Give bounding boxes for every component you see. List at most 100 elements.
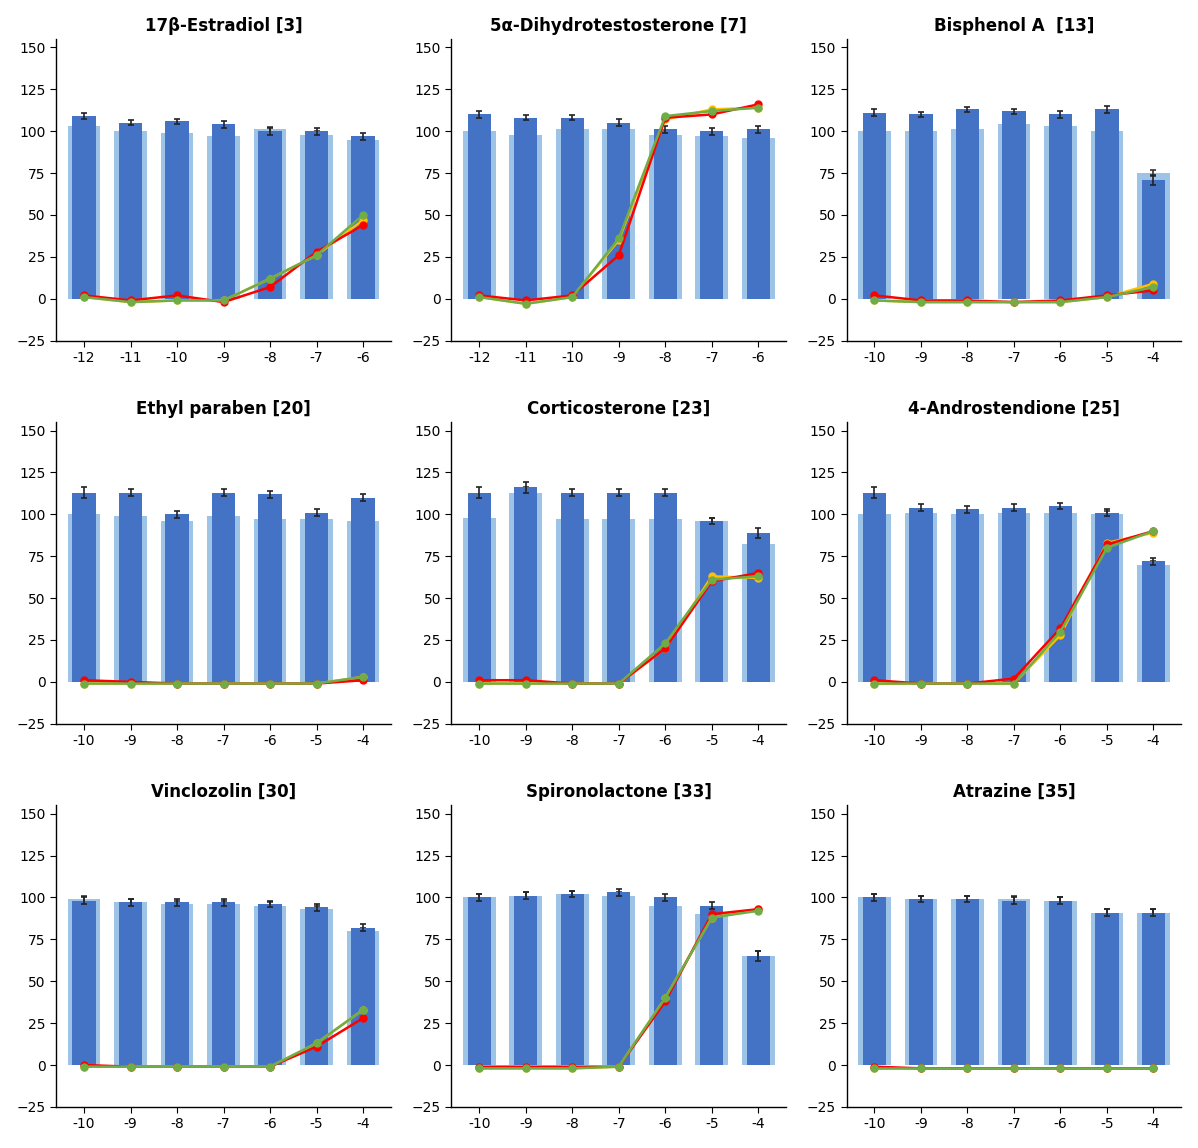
Bar xyxy=(700,521,724,682)
Bar xyxy=(863,898,887,1065)
Bar xyxy=(165,122,189,298)
Bar xyxy=(1048,901,1072,1065)
Bar xyxy=(509,134,541,298)
Bar xyxy=(73,116,96,298)
Bar xyxy=(347,931,380,1065)
Bar xyxy=(603,519,635,682)
Bar xyxy=(1045,126,1077,298)
Bar xyxy=(1090,131,1124,298)
Bar xyxy=(904,899,937,1065)
Title: 5α-Dihydrotestosterone [7]: 5α-Dihydrotestosterone [7] xyxy=(490,17,748,34)
Bar xyxy=(259,131,282,298)
Title: Bisphenol A  [13]: Bisphenol A [13] xyxy=(933,17,1094,34)
Bar xyxy=(68,899,101,1065)
Bar xyxy=(561,118,583,298)
Bar xyxy=(956,109,979,298)
Bar xyxy=(467,898,491,1065)
Bar xyxy=(998,899,1030,1065)
Bar xyxy=(114,131,147,298)
Bar xyxy=(1095,109,1119,298)
Bar xyxy=(259,494,282,682)
Bar xyxy=(858,514,891,682)
Bar xyxy=(746,533,770,682)
Bar xyxy=(73,492,96,682)
Bar xyxy=(347,521,380,682)
Bar xyxy=(561,894,583,1065)
Bar xyxy=(909,507,932,682)
Bar xyxy=(746,130,770,298)
Bar xyxy=(254,906,286,1065)
Bar xyxy=(514,488,538,682)
Bar xyxy=(561,492,583,682)
Bar xyxy=(649,519,682,682)
Bar xyxy=(68,514,101,682)
Bar xyxy=(649,906,682,1065)
Bar xyxy=(305,907,328,1065)
Bar xyxy=(509,895,541,1065)
Bar xyxy=(212,902,235,1065)
Bar xyxy=(603,895,635,1065)
Bar xyxy=(1003,507,1025,682)
Bar xyxy=(904,513,937,682)
Bar xyxy=(858,131,891,298)
Bar xyxy=(1142,561,1166,682)
Bar xyxy=(607,123,630,298)
Bar xyxy=(301,134,333,298)
Bar xyxy=(207,905,240,1065)
Bar xyxy=(1090,913,1124,1065)
Bar xyxy=(746,956,770,1065)
Bar xyxy=(165,514,189,682)
Title: 17β-Estradiol [3]: 17β-Estradiol [3] xyxy=(145,17,302,34)
Bar xyxy=(696,137,728,298)
Bar xyxy=(998,124,1030,298)
Bar xyxy=(1045,901,1077,1065)
Bar xyxy=(467,492,491,682)
Bar xyxy=(509,492,541,682)
Bar xyxy=(951,130,984,298)
Bar xyxy=(654,898,677,1065)
Title: Atrazine [35]: Atrazine [35] xyxy=(952,783,1076,801)
Bar xyxy=(301,909,333,1065)
Title: Ethyl paraben [20]: Ethyl paraben [20] xyxy=(137,400,311,418)
Bar xyxy=(514,118,538,298)
Bar xyxy=(73,901,96,1065)
Bar xyxy=(1142,180,1166,298)
Title: Vinclozolin [30]: Vinclozolin [30] xyxy=(151,783,296,801)
Bar xyxy=(254,130,286,298)
Bar xyxy=(1137,565,1169,682)
Bar xyxy=(212,124,235,298)
Bar xyxy=(1003,111,1025,298)
Bar xyxy=(603,130,635,298)
Bar xyxy=(119,123,143,298)
Bar xyxy=(700,906,724,1065)
Bar xyxy=(207,137,240,298)
Bar xyxy=(119,492,143,682)
Bar xyxy=(956,899,979,1065)
Bar xyxy=(165,902,189,1065)
Bar xyxy=(654,492,677,682)
Bar xyxy=(998,513,1030,682)
Bar xyxy=(909,115,932,298)
Title: Spironolactone [33]: Spironolactone [33] xyxy=(526,783,712,801)
Bar xyxy=(556,130,588,298)
Bar xyxy=(649,134,682,298)
Bar xyxy=(305,513,328,682)
Bar xyxy=(1137,913,1169,1065)
Bar xyxy=(858,898,891,1065)
Bar xyxy=(119,902,143,1065)
Bar xyxy=(1137,173,1169,298)
Bar xyxy=(696,914,728,1065)
Bar xyxy=(161,905,193,1065)
Bar xyxy=(742,138,775,298)
Bar xyxy=(161,133,193,298)
Bar xyxy=(556,519,588,682)
Bar xyxy=(1048,506,1072,682)
Bar xyxy=(951,899,984,1065)
Bar xyxy=(1048,115,1072,298)
Bar xyxy=(1095,513,1119,682)
Bar xyxy=(951,514,984,682)
Bar xyxy=(462,518,496,682)
Bar xyxy=(462,898,496,1065)
Bar xyxy=(742,956,775,1065)
Bar xyxy=(161,521,193,682)
